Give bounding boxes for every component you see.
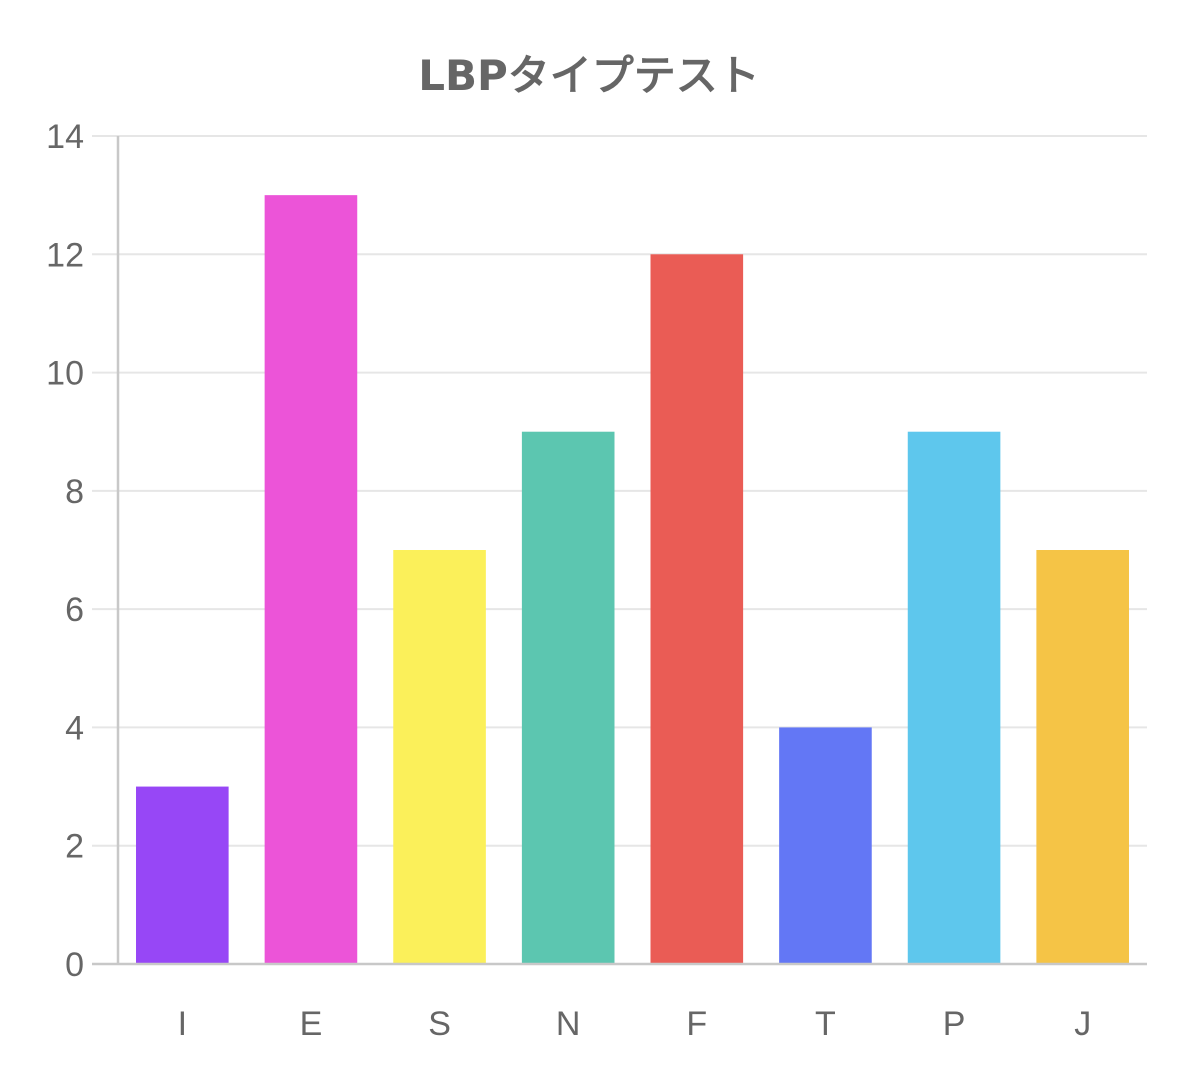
bar-S[interactable]: [393, 550, 486, 964]
x-tick-label: P: [943, 1005, 966, 1043]
y-axis-ticks: 0 2 4 6 8 10 12 14: [46, 118, 84, 984]
bar-E[interactable]: [264, 195, 358, 965]
bar-N[interactable]: [521, 431, 615, 964]
x-tick-label: E: [300, 1005, 323, 1043]
x-tick-label: N: [556, 1005, 581, 1043]
y-tick-label: 8: [65, 473, 84, 511]
x-tick-label: J: [1074, 1005, 1091, 1043]
y-tick-label: 4: [65, 709, 84, 747]
x-tick-label: T: [815, 1005, 836, 1043]
chart-title: LBPタイプテスト: [418, 51, 760, 100]
bar-F[interactable]: [650, 254, 744, 965]
x-tick-label: I: [178, 1005, 187, 1043]
x-tick-label: S: [428, 1005, 451, 1043]
bar-I[interactable]: [136, 786, 229, 964]
bar-J[interactable]: [1036, 550, 1129, 964]
bar-T[interactable]: [779, 727, 872, 964]
bars: [136, 195, 1129, 965]
y-tick-label: 2: [65, 828, 84, 866]
y-tick-label: 6: [65, 591, 84, 629]
axes: [92, 136, 1147, 966]
y-tick-label: 10: [46, 355, 84, 393]
x-tick-label: F: [686, 1005, 707, 1043]
y-tick-label: 0: [65, 946, 84, 984]
bar-P[interactable]: [907, 431, 1001, 964]
y-tick-label: 14: [46, 118, 84, 156]
y-tick-label: 12: [46, 236, 84, 274]
